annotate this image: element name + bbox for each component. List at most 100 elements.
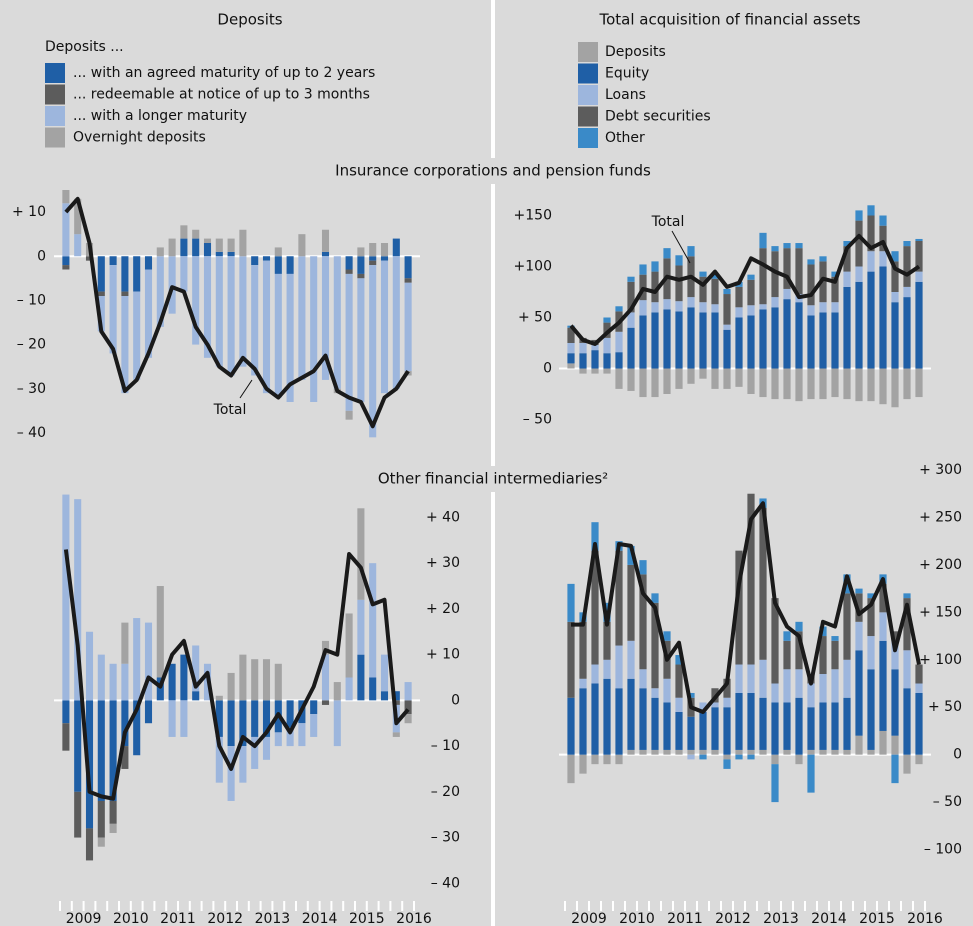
bar-segment bbox=[687, 368, 695, 384]
bar-segment bbox=[603, 621, 611, 660]
bar-segment bbox=[735, 550, 743, 665]
bar-segment bbox=[747, 315, 755, 369]
bar-segment bbox=[855, 650, 863, 736]
y-tick-label: + 150 bbox=[919, 604, 962, 620]
bar-segment bbox=[855, 621, 863, 651]
bar-segment bbox=[156, 247, 164, 257]
bar-segment bbox=[723, 329, 731, 369]
bar-segment bbox=[795, 368, 803, 402]
bar-segment bbox=[615, 352, 623, 369]
bar-segment bbox=[345, 677, 353, 701]
bar-segment bbox=[192, 229, 200, 239]
bar-segment bbox=[321, 229, 330, 252]
bar-segment bbox=[783, 288, 791, 300]
bar-segment bbox=[867, 636, 875, 670]
annotation-leader bbox=[239, 379, 253, 399]
bar-segment bbox=[795, 302, 803, 369]
legend-swatch bbox=[578, 128, 598, 148]
bar-segment bbox=[879, 730, 887, 755]
bar-segment bbox=[867, 271, 875, 369]
y-tick-label: +100 bbox=[514, 259, 552, 275]
bar-segment bbox=[783, 749, 791, 755]
bar-segment bbox=[591, 754, 599, 765]
legend-label: Loans bbox=[605, 87, 646, 103]
bar-segment bbox=[903, 598, 911, 651]
bar-segment bbox=[321, 256, 330, 380]
bar-segment bbox=[369, 243, 377, 257]
bar-segment bbox=[723, 324, 731, 330]
y-tick-label: – 30 bbox=[431, 830, 460, 846]
bar-segment bbox=[591, 368, 599, 374]
bar-segment bbox=[651, 593, 659, 603]
bar-segment bbox=[97, 654, 105, 701]
bar-segment bbox=[903, 688, 911, 755]
bar-segment bbox=[133, 700, 141, 756]
bar-segment bbox=[687, 246, 695, 257]
bar-segment bbox=[286, 256, 294, 274]
y-tick-label: 0 bbox=[451, 692, 460, 708]
bar-segment bbox=[156, 256, 164, 327]
bar-segment bbox=[239, 256, 247, 367]
y-tick-label: + 40 bbox=[426, 509, 460, 525]
bar-segment bbox=[879, 251, 887, 267]
bar-segment bbox=[85, 700, 94, 829]
bar-segment bbox=[310, 256, 318, 402]
y-tick-label: + 10 bbox=[12, 204, 46, 220]
bar-segment bbox=[747, 274, 755, 280]
bar-segment bbox=[156, 586, 164, 678]
bar-segment bbox=[121, 296, 129, 394]
bar-segment bbox=[262, 700, 271, 737]
bar-segment bbox=[579, 678, 587, 689]
bar-segment bbox=[74, 700, 82, 792]
bar-segment bbox=[783, 299, 791, 369]
bar-segment bbox=[891, 302, 899, 369]
bar-segment bbox=[891, 735, 899, 755]
bar-segment bbox=[915, 368, 923, 398]
bar-segment bbox=[891, 251, 899, 262]
bar-segment bbox=[651, 697, 659, 750]
bar-segment bbox=[807, 305, 815, 316]
bar-segment bbox=[627, 327, 635, 369]
bar-segment bbox=[819, 312, 827, 369]
bar-segment bbox=[771, 702, 779, 755]
bar-segment bbox=[663, 631, 671, 641]
bar-segment bbox=[97, 800, 105, 838]
bar-segment bbox=[759, 248, 767, 305]
bar-segment bbox=[723, 288, 731, 295]
bar-segment bbox=[843, 697, 851, 750]
bar-segment bbox=[286, 727, 294, 747]
bar-segment bbox=[345, 256, 353, 270]
x-tick-label: 2013 bbox=[255, 911, 291, 926]
legend-swatch bbox=[45, 106, 65, 126]
bar-segment bbox=[843, 271, 851, 287]
bar-segment bbox=[663, 299, 671, 310]
legend-label: Debt securities bbox=[605, 109, 711, 125]
bar-segment bbox=[915, 683, 923, 693]
bar-segment bbox=[651, 271, 659, 303]
bar-segment bbox=[699, 711, 707, 750]
y-tick-label: – 50 bbox=[933, 794, 962, 810]
bar-segment bbox=[227, 672, 235, 701]
bar-segment bbox=[879, 266, 887, 369]
bar-segment bbox=[615, 550, 623, 646]
bar-segment bbox=[333, 256, 341, 389]
legend-label: Deposits bbox=[605, 44, 666, 60]
bar-segment bbox=[783, 248, 791, 289]
bar-segment bbox=[819, 702, 827, 750]
bar-segment bbox=[699, 302, 707, 313]
bar-segment bbox=[251, 659, 259, 701]
bar-segment bbox=[879, 583, 887, 613]
bar-segment bbox=[121, 700, 129, 747]
bar-segment bbox=[180, 700, 188, 737]
bar-segment bbox=[687, 297, 695, 308]
bar-segment bbox=[298, 256, 306, 380]
bar-segment bbox=[639, 749, 647, 755]
bar-segment bbox=[687, 692, 695, 698]
bar-segment bbox=[819, 674, 827, 703]
bar-segment bbox=[663, 702, 671, 750]
legend-title: Deposits ... bbox=[45, 39, 124, 55]
bar-segment bbox=[369, 677, 377, 701]
legend-label: ... redeemable at notice of up to 3 mont… bbox=[73, 87, 370, 103]
y-tick-label: + 300 bbox=[919, 462, 962, 478]
bar-segment bbox=[771, 598, 779, 684]
